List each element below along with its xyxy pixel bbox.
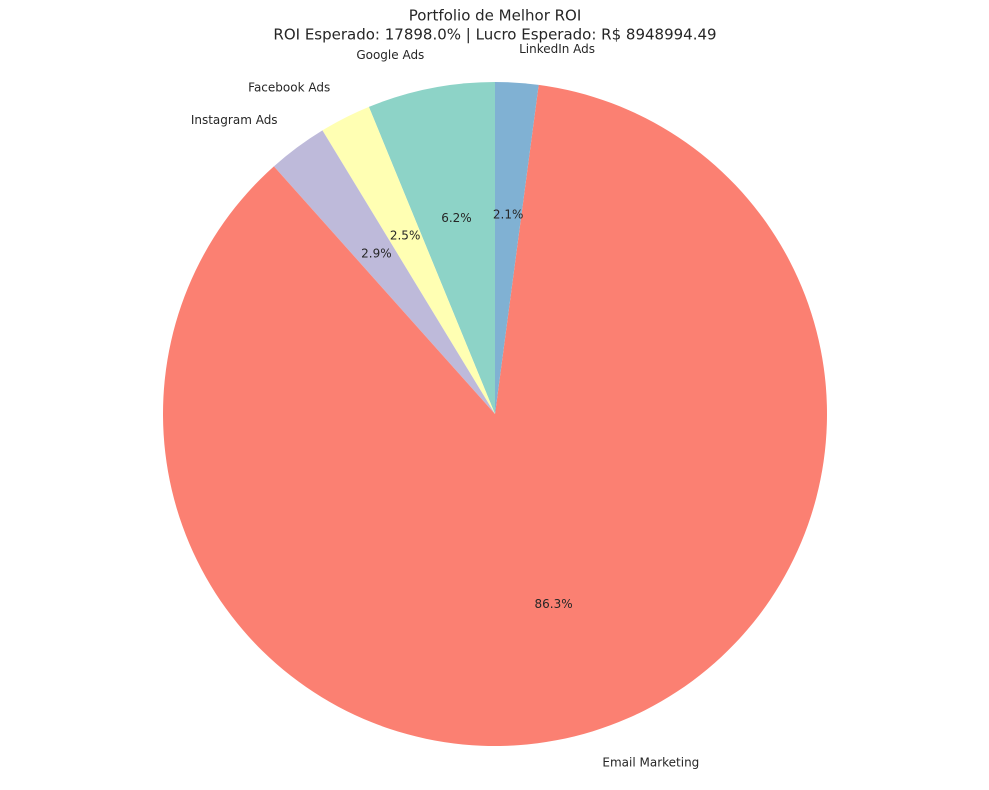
pie-wedge — [322, 106, 495, 415]
percent-label: 6.2% — [441, 211, 472, 225]
pie-wedge — [495, 82, 539, 414]
chart-subtitle: ROI Esperado: 17898.0% | Lucro Esperado:… — [273, 26, 716, 44]
percent-label: 86.3% — [535, 597, 573, 611]
pie-wedge — [368, 82, 495, 414]
percent-label: 2.9% — [361, 246, 392, 260]
chart-title: Portfolio de Melhor ROI — [409, 7, 582, 25]
percent-label: 2.1% — [493, 208, 524, 222]
slice-label: Email Marketing — [602, 756, 699, 770]
pie-wedge — [163, 84, 827, 746]
slice-label: Facebook Ads — [248, 81, 330, 95]
pie-wedge — [273, 130, 495, 415]
slice-label: Instagram Ads — [191, 113, 278, 127]
slice-label: LinkedIn Ads — [519, 42, 595, 56]
percent-label: 2.5% — [390, 229, 421, 243]
slice-label: Google Ads — [356, 48, 424, 62]
